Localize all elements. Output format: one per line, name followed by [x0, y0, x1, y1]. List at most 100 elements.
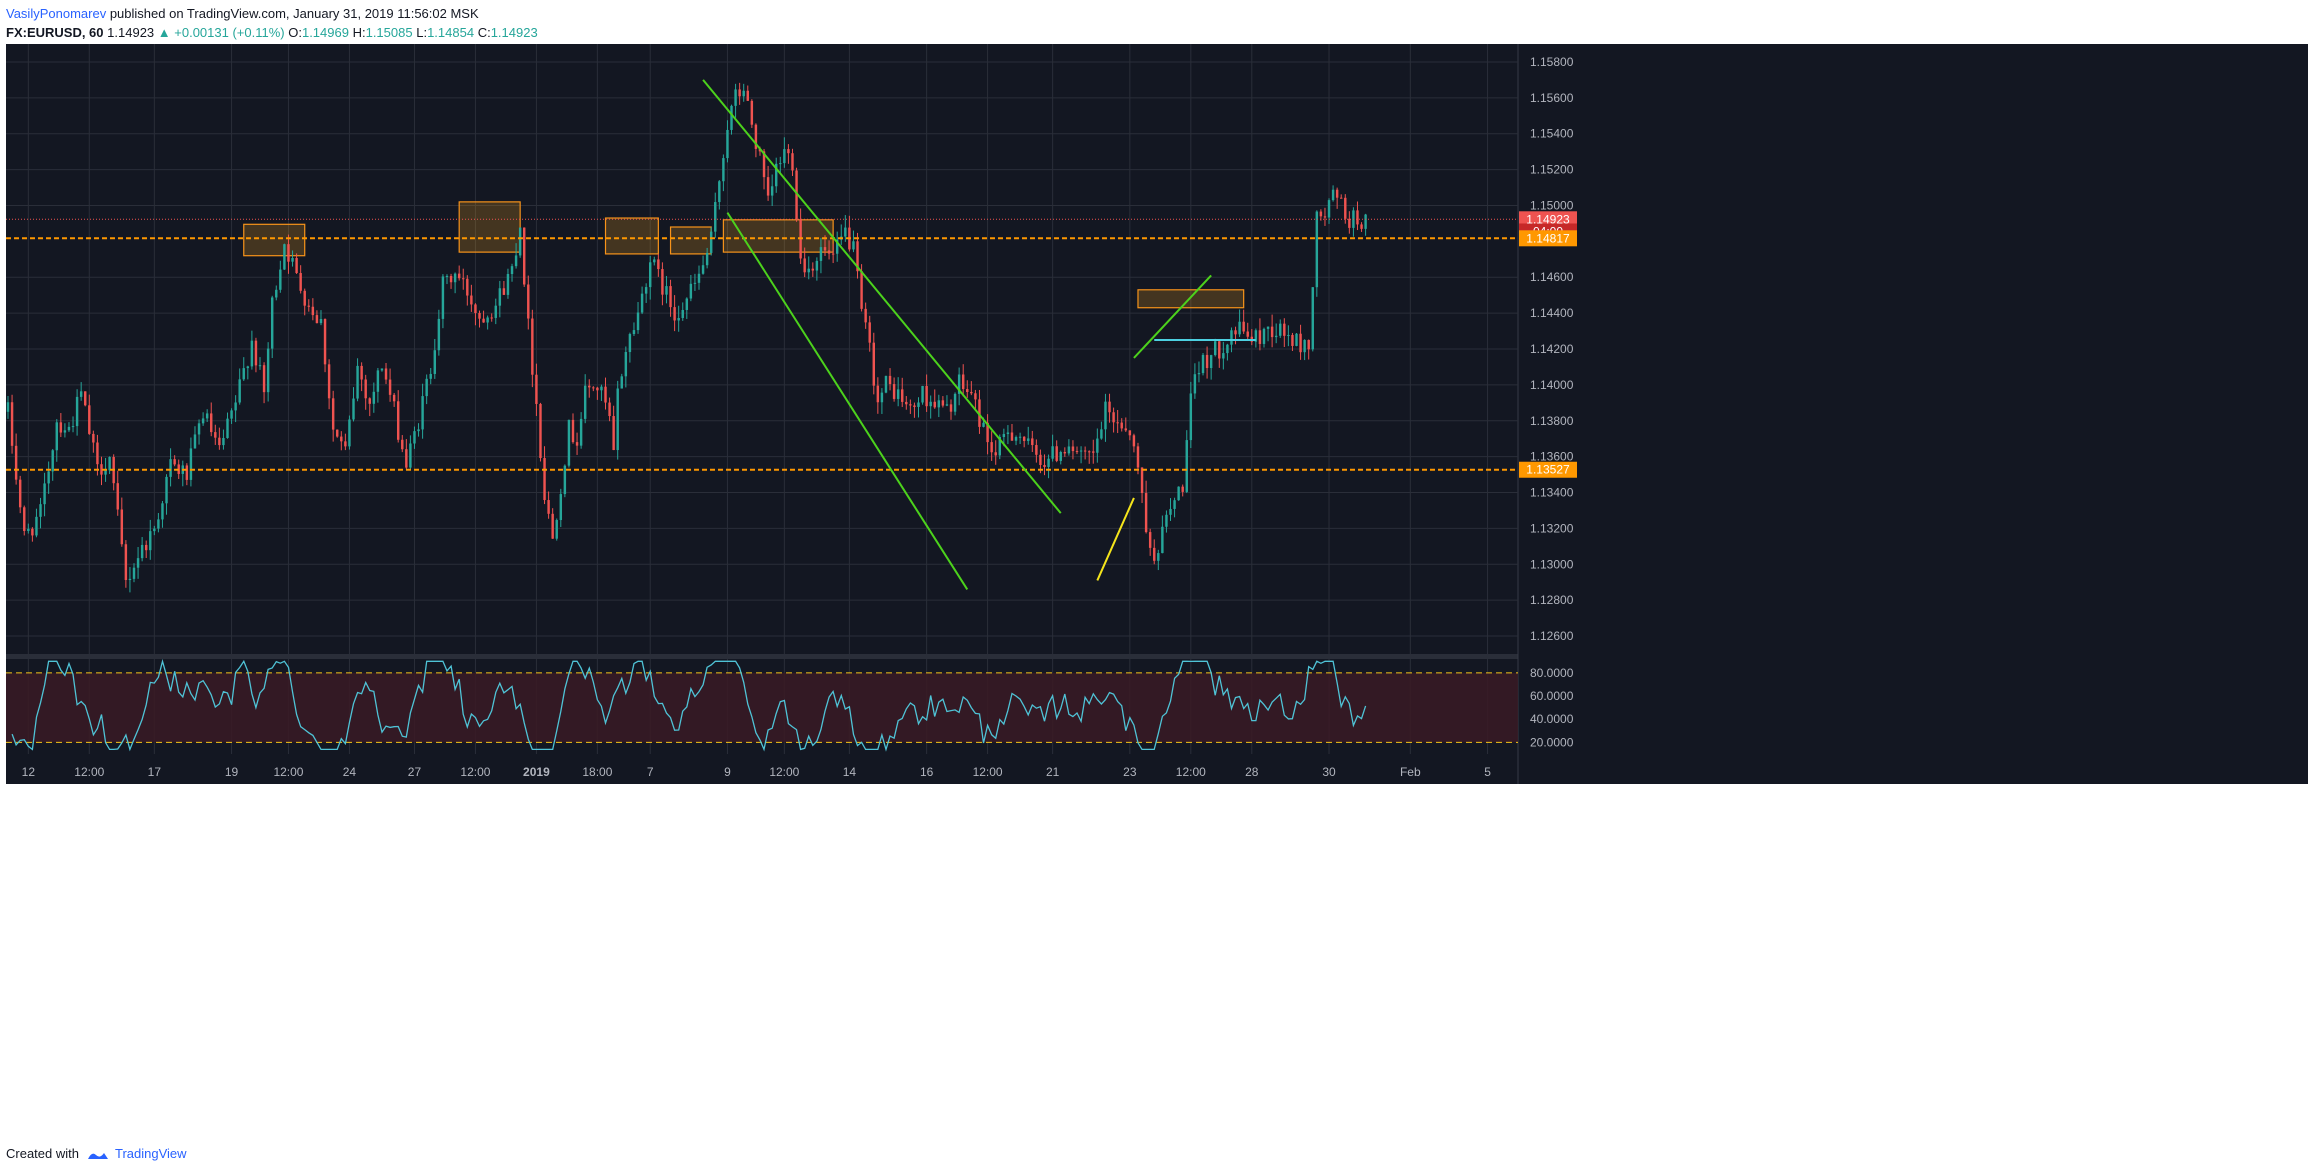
candle-body [1161, 526, 1164, 554]
candle-body [1059, 451, 1062, 461]
candle-body [43, 483, 46, 505]
candle-body [628, 334, 632, 353]
candle-body [1299, 333, 1302, 353]
candle-body [518, 227, 522, 256]
ohlc-line: FX:EURUSD, 60 1.14923 ▲ +0.00131 (+0.11%… [6, 23, 538, 42]
candle-body [876, 385, 880, 403]
candle-body [31, 528, 34, 536]
candle-body [913, 405, 916, 407]
candle-body [283, 244, 286, 270]
symbol-label[interactable]: FX:EURUSD, 60 [6, 25, 104, 40]
price-tick-label: 1.15400 [1530, 127, 1574, 141]
candle-body [340, 436, 343, 442]
last-price: 1.14923 [107, 25, 155, 40]
candle-body [222, 438, 225, 446]
chart-area[interactable]: 1.15800 1.15600 1.15400 1.15200 1.15000 1.146… [6, 44, 2308, 1132]
candle-body [165, 476, 168, 504]
price-tick-label: 1.13000 [1530, 557, 1574, 571]
candle-body [372, 391, 376, 404]
candle-body [571, 419, 575, 443]
tradingview-brand[interactable]: TradingView [115, 1146, 187, 1161]
candle-body [722, 158, 725, 182]
candle-body [1018, 436, 1022, 438]
candle-body [1169, 508, 1172, 515]
candle-body [945, 404, 949, 406]
price-tick-label: 1.13400 [1530, 486, 1574, 500]
candle-body [270, 297, 274, 349]
candle-body [1270, 326, 1274, 338]
candle-body [795, 170, 798, 220]
candle-body [1027, 438, 1030, 441]
time-tick-label: 27 [408, 765, 422, 779]
candle-body [6, 402, 10, 412]
candle-body [445, 275, 449, 277]
author-link[interactable]: VasilyPonomarev [6, 6, 107, 21]
candle-body [405, 449, 408, 468]
candle-body [750, 100, 754, 125]
candle-body [624, 352, 628, 377]
candle-body [470, 295, 473, 305]
candle-body [1031, 438, 1034, 446]
published-text: published on TradingView.com, January 31… [109, 6, 479, 21]
candle-body [632, 330, 636, 335]
candle-body [1226, 344, 1229, 354]
candle-body [1022, 436, 1026, 441]
candle-body [421, 396, 424, 430]
candle-body [1136, 446, 1140, 468]
candle-body [457, 273, 461, 279]
chart-canvas[interactable]: 1.15800 1.15600 1.15400 1.15200 1.15000 1.146… [6, 44, 2308, 1132]
price-tick-label: 1.13600 [1530, 450, 1574, 464]
time-tick-label: 12 [22, 765, 36, 779]
candle-body [1087, 451, 1091, 453]
candle-body [1096, 438, 1099, 453]
candle-body [250, 340, 254, 367]
time-tick-label: 18:00 [582, 765, 612, 779]
candle-body [697, 273, 701, 283]
candle-body [218, 437, 221, 446]
footer: Created with TradingView [6, 1144, 187, 1164]
candle-body [246, 366, 250, 369]
rsi-tick-label: 60.0000 [1530, 689, 1574, 703]
resistance-zone [243, 223, 306, 257]
candle-body [770, 186, 774, 196]
candle-body [1222, 353, 1225, 359]
time-tick-label: 7 [647, 765, 654, 779]
time-tick-label: 12:00 [273, 765, 303, 779]
candle-body [1356, 210, 1359, 225]
candle-body [608, 402, 611, 417]
price-tick-label: 1.15000 [1530, 198, 1574, 212]
candle-body [868, 322, 871, 343]
price-tag [1519, 461, 1577, 478]
candle-body [242, 368, 245, 380]
candle-body [734, 89, 737, 106]
resistance-zone [722, 219, 834, 253]
candle-body [10, 402, 14, 446]
candle-body [852, 241, 855, 250]
candle-body [559, 494, 563, 521]
candle-body [567, 419, 571, 466]
candle-body [669, 286, 672, 308]
candle-body [921, 385, 924, 403]
candle-body [835, 239, 839, 254]
time-tick-label: Feb [1400, 765, 1421, 779]
time-tick-label: 12:00 [1176, 765, 1206, 779]
candle-body [1319, 211, 1323, 217]
candle-body [730, 105, 733, 130]
candle-body [478, 313, 481, 319]
candle-body [604, 386, 607, 403]
time-tick-label: 12:00 [769, 765, 799, 779]
candle-body [230, 410, 233, 419]
candle-body [88, 405, 91, 434]
candle-body [791, 153, 794, 171]
candle-body [1274, 335, 1278, 338]
price-tick-label: 1.13800 [1530, 414, 1574, 428]
candle-body [327, 364, 331, 399]
candle-body [173, 459, 176, 465]
price-tag [1519, 230, 1577, 247]
time-tick-label: 9 [724, 765, 731, 779]
candle-body [539, 403, 542, 459]
candle-body [1339, 197, 1343, 199]
candle-body [502, 288, 506, 295]
candle-body [356, 365, 359, 399]
candle-body [55, 422, 58, 451]
